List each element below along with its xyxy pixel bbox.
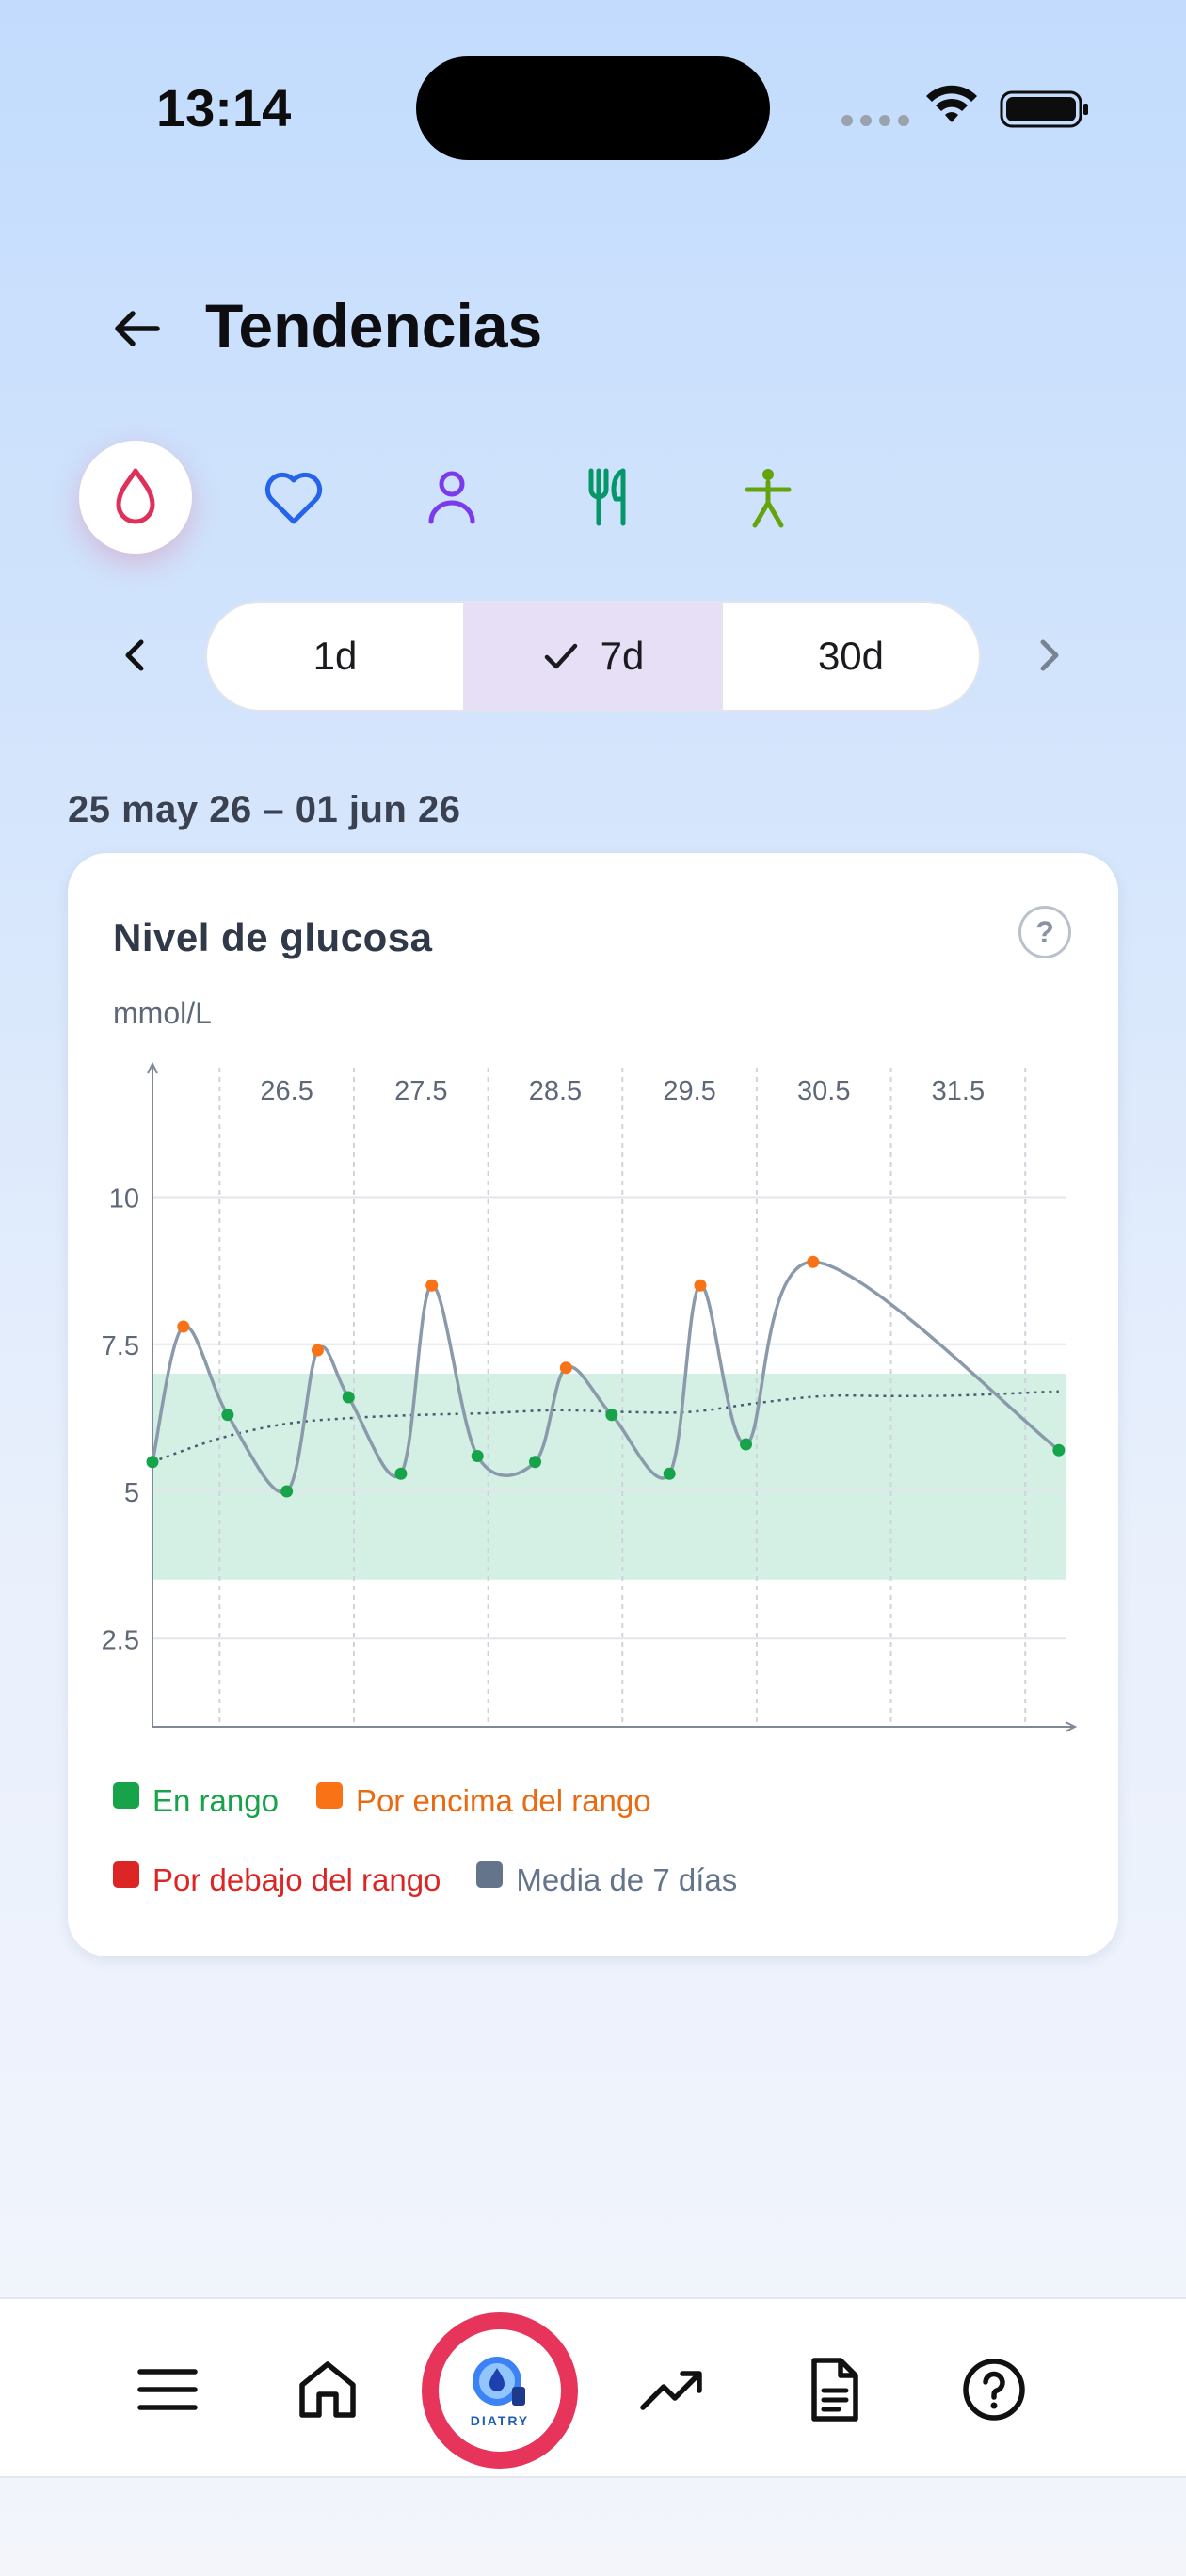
y-tick-label: 10 [109, 1184, 139, 1215]
legend-label: Media de 7 días [516, 1862, 738, 1897]
diatry-logo-icon [473, 2357, 525, 2406]
arrow-left-icon [115, 311, 160, 346]
unit-label: mmol/L [113, 996, 212, 1030]
y-tick-label: 5 [124, 1478, 139, 1508]
x-axis-arrow [1065, 1721, 1078, 1732]
data-point [471, 1450, 484, 1462]
legend-label: Por debajo del rango [152, 1862, 441, 1897]
wifi-icon [926, 85, 977, 122]
data-point [1052, 1443, 1066, 1457]
period-option-label: 7d [600, 634, 645, 678]
checkmark-icon [544, 643, 577, 669]
home-icon [299, 2361, 356, 2418]
date-range: 25 may 26 – 01 jun 26 [68, 789, 461, 830]
period-selector: 1d 7d 30d [205, 601, 981, 712]
period-option-1d[interactable]: 1d [207, 603, 463, 710]
period-option-30d[interactable]: 30d [721, 603, 979, 710]
legend-label: Por encima del rango [355, 1783, 651, 1818]
category-tab-heart[interactable] [237, 441, 350, 554]
page-title: Tendencias [205, 291, 543, 361]
help-button[interactable]: ? [1018, 906, 1071, 958]
data-point [529, 1456, 542, 1469]
y-tick-label: 2.5 [102, 1625, 139, 1655]
y-tick-label: 7.5 [102, 1331, 139, 1361]
data-point [311, 1344, 324, 1357]
glucose-chart: 2.5 5 7.5 10 26.5 27.5 28.5 29.5 30.5 31.5 [102, 1061, 1078, 1732]
dynamic-island [416, 56, 770, 160]
x-tick-label: 28.5 [529, 1076, 582, 1106]
document-icon [811, 2358, 858, 2422]
data-point [694, 1279, 707, 1292]
x-tick-label: 30.5 [797, 1076, 850, 1106]
heart-icon [264, 472, 323, 524]
data-point [740, 1438, 752, 1451]
help-nav-button[interactable] [938, 2299, 1050, 2480]
question-circle-icon [963, 2359, 1025, 2421]
x-tick-label: 29.5 [663, 1076, 715, 1106]
home-button[interactable] [271, 2299, 384, 2480]
category-tab-food[interactable] [553, 441, 666, 554]
logo-text: DIATRY [470, 2413, 530, 2428]
trending-up-icon [640, 2371, 702, 2410]
series-line-average [152, 1390, 1059, 1463]
chevron-right-icon [1040, 639, 1059, 671]
legend-item: En rango Por encima del rango [113, 1782, 651, 1819]
glucose-chart-card: 2.5 5 7.5 10 26.5 27.5 28.5 29.5 30.5 31.5 Nivel … [68, 853, 1118, 1956]
data-point [342, 1391, 355, 1404]
previous-period-button[interactable] [105, 625, 166, 685]
data-point [177, 1320, 190, 1333]
category-tab-profile[interactable] [395, 441, 508, 554]
battery-icon [1000, 90, 1088, 128]
person-icon [428, 471, 475, 524]
hamburger-menu-icon [137, 2369, 198, 2410]
next-period-button[interactable] [1018, 625, 1079, 685]
data-point [663, 1467, 676, 1480]
legend-swatch [113, 1782, 139, 1809]
data-point [425, 1279, 439, 1292]
data-point [559, 1361, 572, 1375]
target-range-band [152, 1374, 1066, 1580]
data-point [221, 1409, 234, 1422]
blood-drop-icon [116, 468, 155, 524]
legend-swatch [315, 1782, 343, 1809]
data-point [146, 1456, 159, 1469]
data-point [280, 1485, 294, 1498]
trends-button[interactable] [616, 2299, 729, 2480]
category-tab-activity[interactable] [712, 441, 825, 554]
document-button[interactable] [777, 2299, 890, 2480]
period-option-label: 30d [817, 634, 885, 678]
y-axis-arrow [147, 1061, 158, 1074]
figure-icon [745, 469, 792, 528]
data-point [394, 1467, 408, 1480]
card-title: Nivel de glucosa [113, 915, 433, 959]
fork-knife-icon [588, 468, 626, 526]
category-tab-glucose[interactable] [79, 441, 192, 554]
bottom-navigation [0, 2297, 1186, 2478]
data-point [807, 1255, 820, 1268]
x-tick-label: 31.5 [932, 1076, 985, 1106]
back-button[interactable] [104, 296, 169, 362]
chevron-left-icon [125, 639, 144, 671]
data-point [605, 1409, 618, 1422]
menu-button[interactable] [111, 2299, 224, 2480]
diatry-home-button[interactable]: DIATRY [422, 2312, 578, 2469]
period-option-label: 1d [313, 634, 358, 678]
period-option-7d[interactable]: 7d [463, 603, 721, 710]
status-time: 13:14 [156, 78, 292, 137]
x-tick-label: 26.5 [260, 1076, 313, 1106]
x-tick-label: 27.5 [394, 1076, 447, 1106]
legend-label: En rango [152, 1783, 279, 1818]
legend-swatch [113, 1861, 139, 1888]
legend-item: Por debajo del rango Media de 7 días [113, 1861, 738, 1898]
cellular-signal-icon [841, 115, 909, 126]
legend-swatch [476, 1861, 504, 1888]
